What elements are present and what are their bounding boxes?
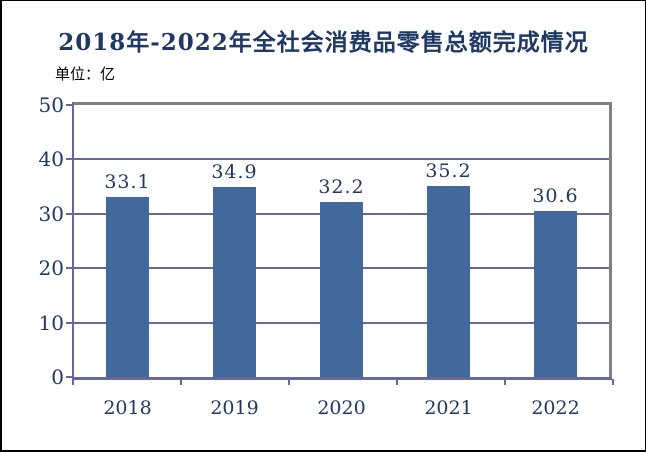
bar-value-label-2019: 34.9: [211, 161, 258, 183]
y-axis-tick-mark-50: [66, 104, 72, 106]
x-axis-category-label-2019: 2019: [210, 397, 259, 419]
y-axis-tick-label-30: 30: [38, 201, 64, 226]
x-axis-tick-mark-0: [72, 379, 74, 385]
x-axis-tick-mark-4: [504, 379, 506, 385]
bar-2018: [106, 197, 149, 377]
y-axis-tick-mark-20: [66, 267, 72, 270]
y-axis-tick-label-0: 0: [51, 365, 64, 389]
bar-value-label-2022: 30.6: [532, 185, 579, 207]
bar-2022: [534, 211, 577, 377]
y-axis-tick-mark-30: [66, 212, 72, 215]
y-axis-tick-mark-0: [66, 376, 72, 378]
x-axis-category-label-2021: 2021: [424, 397, 473, 419]
bar-value-label-2020: 32.2: [318, 176, 365, 198]
y-axis-tick-label-20: 20: [38, 256, 64, 281]
chart-title: 2018年-2022年全社会消费品零售总额完成情况: [58, 29, 589, 56]
x-axis-category-label-2022: 2022: [531, 397, 580, 419]
bar-2020: [320, 202, 363, 377]
x-axis-tick-mark-3: [396, 379, 398, 385]
x-axis-category-label-2020: 2020: [317, 397, 366, 419]
x-axis-tick-mark-2: [288, 379, 290, 385]
x-axis-line: [72, 377, 612, 380]
bar-2021: [427, 186, 470, 377]
plot-border-right: [609, 102, 612, 379]
x-axis-tick-mark-5: [612, 379, 614, 385]
y-axis-tick-label-50: 50: [38, 93, 64, 117]
y-axis-tick-label-10: 10: [38, 310, 64, 335]
plot-area: 33.1 34.9 32.2 35.2 30.6: [74, 105, 609, 377]
plot-border-top: [72, 102, 612, 105]
y-axis-tick-label-40: 40: [38, 147, 64, 172]
x-axis-tick-mark-1: [180, 379, 182, 385]
y-axis-tick-mark-10: [66, 321, 72, 324]
bar-value-label-2018: 33.1: [104, 171, 151, 193]
y-axis-line: [72, 102, 74, 384]
bar-2019: [213, 187, 256, 377]
y-axis-tick-mark-40: [66, 158, 72, 161]
x-axis-category-label-2018: 2018: [103, 397, 152, 419]
gridline-40: [74, 158, 609, 161]
unit-label: 单位：亿: [55, 65, 116, 83]
bar-value-label-2021: 35.2: [425, 160, 472, 182]
